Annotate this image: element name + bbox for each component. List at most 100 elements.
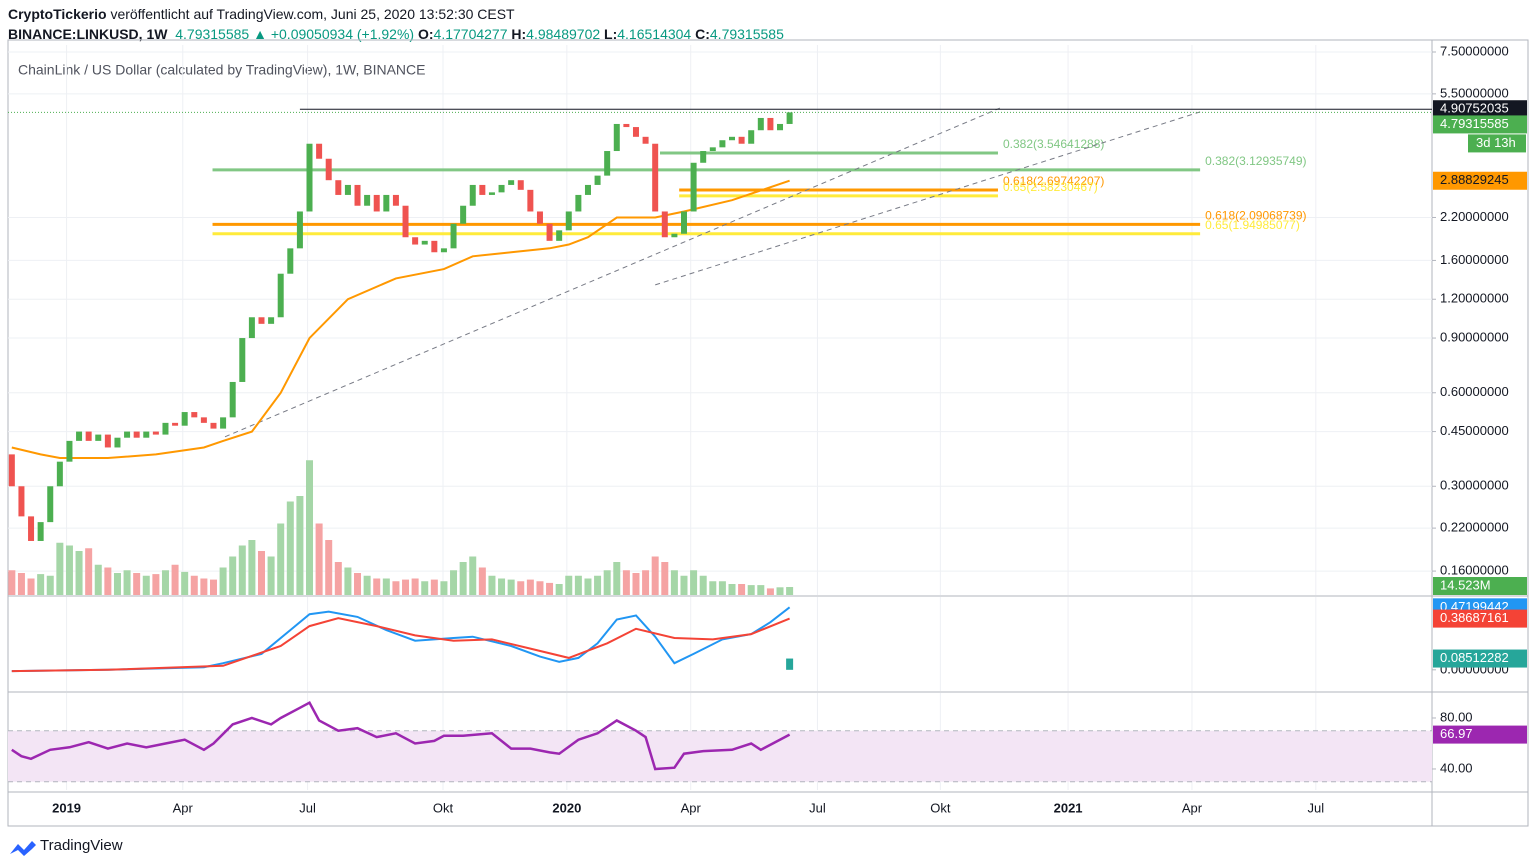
volume-bar xyxy=(296,496,304,595)
candle xyxy=(402,205,409,238)
candle xyxy=(450,223,457,249)
candle xyxy=(575,194,582,212)
logo-mark xyxy=(10,841,36,856)
volume-bar xyxy=(402,579,410,595)
volume-bar xyxy=(565,575,573,595)
volume-bar xyxy=(325,540,333,595)
histogram-bar xyxy=(786,658,794,670)
volume-bar xyxy=(738,584,746,595)
candle xyxy=(690,162,697,212)
candle xyxy=(296,211,303,249)
candle xyxy=(719,140,726,148)
volume-bar xyxy=(594,575,602,595)
volume-bar xyxy=(257,551,265,595)
volume-bar xyxy=(37,574,45,595)
volume-bar xyxy=(382,578,390,595)
candle xyxy=(777,123,784,131)
candle xyxy=(56,461,63,487)
candle xyxy=(757,117,764,131)
volume-bar xyxy=(411,578,419,595)
volume-bar xyxy=(459,562,467,595)
symbol-line: BINANCE:LINKUSD, 1W 4.79315585 ▲ +0.0905… xyxy=(8,26,784,42)
volume-bar xyxy=(142,575,150,595)
volume-bar xyxy=(190,575,198,595)
x-tick-label: 2019 xyxy=(52,800,81,815)
candle xyxy=(239,338,246,382)
last-price: 4.79315585 xyxy=(175,26,250,42)
candle xyxy=(181,412,188,426)
candle xyxy=(767,117,774,131)
candle xyxy=(335,180,342,195)
candle xyxy=(210,422,217,429)
volume-bar xyxy=(17,573,25,595)
volume-bar xyxy=(670,570,678,595)
y-tick-label: 40.00 xyxy=(1440,760,1473,775)
high-label-box xyxy=(1433,100,1527,119)
volume-bar xyxy=(690,570,698,595)
volume-bar xyxy=(85,548,93,595)
countdown: 3d 13h xyxy=(1476,135,1516,150)
volume-bar xyxy=(728,584,736,595)
volume-bar xyxy=(613,562,621,595)
candle xyxy=(143,431,150,438)
y-tick-label: 2.20000000 xyxy=(1440,209,1509,224)
volume-bar xyxy=(642,570,650,595)
volume-bar xyxy=(709,581,717,595)
candle xyxy=(421,240,428,245)
rsi-line xyxy=(11,701,791,771)
candle xyxy=(642,136,649,144)
candle xyxy=(680,211,687,234)
volume-bar xyxy=(747,585,755,595)
candle xyxy=(325,158,332,181)
high-label: 4.90752035 xyxy=(1440,101,1509,116)
candle xyxy=(412,237,419,245)
y-tick-label: 0.16000000 xyxy=(1440,563,1509,578)
candle xyxy=(104,434,111,448)
macd-line xyxy=(11,617,790,673)
volume-label: 14.523M xyxy=(1440,577,1491,592)
footer: TradingView xyxy=(40,837,123,854)
macd-line xyxy=(11,606,791,673)
volume-bar xyxy=(488,575,496,595)
candle xyxy=(786,112,793,124)
volume-bar xyxy=(526,579,534,595)
volume-bar xyxy=(75,551,83,595)
candle xyxy=(76,431,83,441)
volume-bar xyxy=(161,570,169,595)
y-tick-label: 0.22000000 xyxy=(1440,520,1509,535)
ma-label: 2.88829245 xyxy=(1440,172,1509,187)
last-label-box xyxy=(1433,115,1527,134)
volume-bar xyxy=(306,460,314,595)
candle xyxy=(306,143,313,212)
x-tick-label: Apr xyxy=(1182,800,1203,815)
y-tick-label: 80.00 xyxy=(1440,709,1473,724)
fib-label: 0.618(2.09068739) xyxy=(1205,209,1306,223)
histogram-label-box xyxy=(1433,649,1527,668)
candle xyxy=(364,194,371,206)
volume-bar xyxy=(536,581,544,595)
candle xyxy=(594,175,601,185)
volume-bar xyxy=(622,570,630,595)
volume-bar xyxy=(430,579,438,595)
x-tick-label: Okt xyxy=(930,800,951,815)
candle xyxy=(527,189,534,212)
candle xyxy=(700,151,707,163)
volume-bar xyxy=(392,581,400,595)
volume-bar xyxy=(334,562,342,595)
plot-frame xyxy=(7,39,1529,827)
candle xyxy=(95,434,102,441)
volume-bar xyxy=(123,570,131,595)
candle xyxy=(488,192,495,195)
volume-bar xyxy=(373,578,381,595)
volume-bar xyxy=(248,540,256,595)
candle xyxy=(431,240,438,253)
volume-bar xyxy=(421,581,429,595)
y-tick-label: 7.50000000 xyxy=(1440,43,1509,58)
last-label: 4.79315585 xyxy=(1440,116,1509,131)
candle xyxy=(354,184,361,206)
moving-average xyxy=(11,179,790,459)
publish-line: CryptoTickerio veröffentlicht auf Tradin… xyxy=(8,6,515,22)
ohlc: O:4.17704277 H:4.98489702 L:4.16514304 C… xyxy=(418,26,784,42)
